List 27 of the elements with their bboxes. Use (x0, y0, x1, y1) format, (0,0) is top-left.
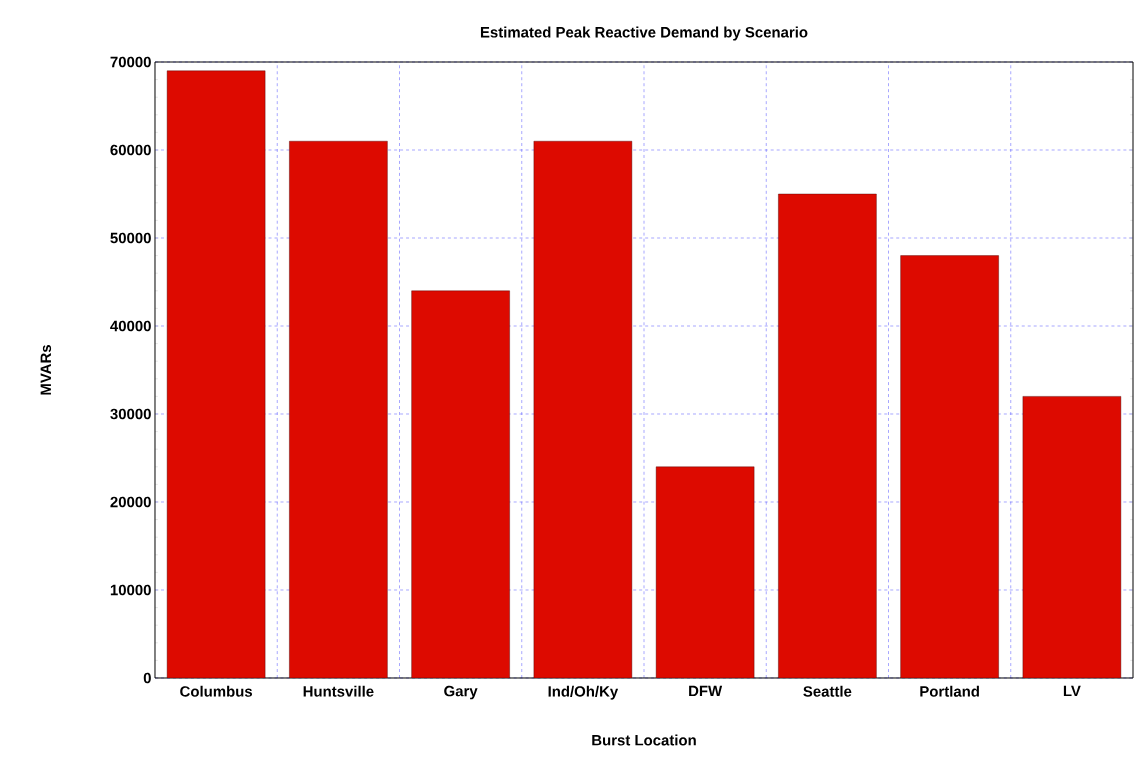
y-tick-label: 0 (143, 672, 151, 684)
y-tick-label: 50000 (110, 232, 151, 244)
bar (533, 141, 632, 678)
bar (900, 255, 999, 678)
y-tick-label: 20000 (110, 496, 151, 508)
y-tick-label: 70000 (110, 56, 151, 68)
y-tick-label: 30000 (110, 408, 151, 420)
bar (1022, 396, 1122, 678)
x-tick-label: LV (1063, 685, 1081, 697)
x-tick-label: Gary (444, 685, 478, 700)
bar (289, 141, 388, 678)
chart-title: Estimated Peak Reactive Demand by Scenario (480, 26, 808, 41)
bar (778, 194, 877, 678)
y-tick-label: 60000 (110, 144, 151, 156)
bar (411, 290, 510, 678)
x-tick-label: DFW (689, 685, 723, 697)
x-tick-label: Portland (920, 685, 979, 697)
y-tick-label: 40000 (110, 320, 151, 332)
y-tick-label: 10000 (110, 584, 151, 596)
x-tick-label: Ind/Oh/Ky (548, 685, 619, 700)
x-tick-label: Seattle (803, 685, 852, 697)
x-tick-label: Huntsville (303, 685, 374, 697)
bar (656, 466, 755, 678)
x-axis-title: Burst Location (592, 734, 696, 746)
bar (167, 70, 266, 678)
x-tick-label: Columbus (180, 685, 253, 697)
y-axis-title: MVARs (40, 345, 52, 395)
